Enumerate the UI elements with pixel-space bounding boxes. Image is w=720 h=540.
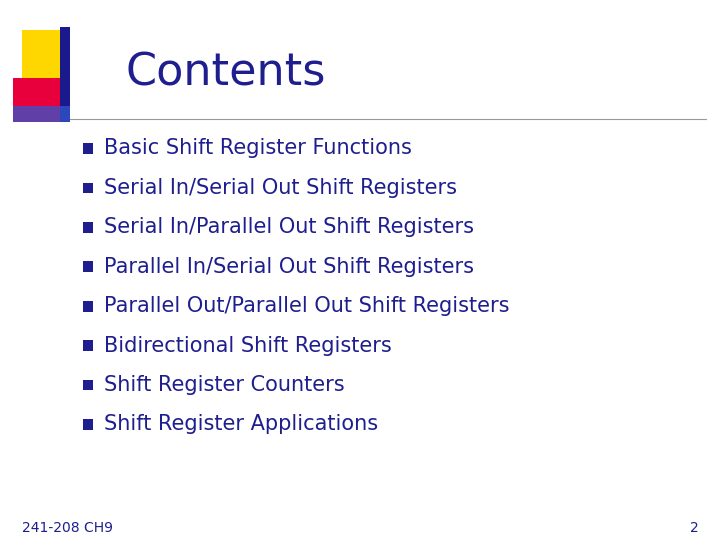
Text: Serial In/Serial Out Shift Registers: Serial In/Serial Out Shift Registers xyxy=(104,178,457,198)
Text: Shift Register Counters: Shift Register Counters xyxy=(104,375,345,395)
Bar xyxy=(83,301,93,312)
Bar xyxy=(13,106,70,122)
Bar xyxy=(22,30,68,84)
Bar xyxy=(83,143,93,154)
Bar xyxy=(83,380,93,390)
Text: 2: 2 xyxy=(690,521,698,535)
Bar xyxy=(83,340,93,351)
Bar xyxy=(60,27,70,122)
Bar xyxy=(83,222,93,233)
Text: Parallel In/Serial Out Shift Registers: Parallel In/Serial Out Shift Registers xyxy=(104,256,474,277)
Text: Shift Register Applications: Shift Register Applications xyxy=(104,414,379,435)
Bar xyxy=(13,78,60,122)
Text: Basic Shift Register Functions: Basic Shift Register Functions xyxy=(104,138,413,159)
Bar xyxy=(83,261,93,272)
Bar xyxy=(83,419,93,430)
Text: Parallel Out/Parallel Out Shift Registers: Parallel Out/Parallel Out Shift Register… xyxy=(104,296,510,316)
Text: 241-208 CH9: 241-208 CH9 xyxy=(22,521,112,535)
Bar xyxy=(83,183,93,193)
Text: Bidirectional Shift Registers: Bidirectional Shift Registers xyxy=(104,335,392,356)
Text: Contents: Contents xyxy=(126,51,326,94)
Text: Serial In/Parallel Out Shift Registers: Serial In/Parallel Out Shift Registers xyxy=(104,217,474,238)
